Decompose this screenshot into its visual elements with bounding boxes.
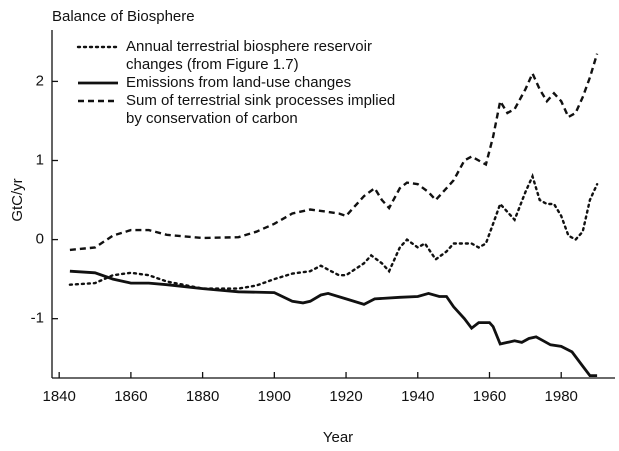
y-tick-label: -1 xyxy=(31,310,44,327)
legend-label: Emissions from land-use changes xyxy=(126,74,351,91)
x-tick-label: 1880 xyxy=(186,388,219,405)
legend-label: Annual terrestrial biosphere reservoir ch… xyxy=(126,38,372,73)
series-line xyxy=(69,53,599,252)
x-axis-label: Year xyxy=(323,429,353,446)
x-tick-label: 1840 xyxy=(42,388,75,405)
x-tick-label: 1940 xyxy=(401,388,434,405)
x-tick-label: 1920 xyxy=(329,388,362,405)
series-line xyxy=(69,269,598,377)
x-tick-label: 1980 xyxy=(545,388,578,405)
y-tick-label: 1 xyxy=(36,151,44,168)
x-tick-label: 1900 xyxy=(258,388,291,405)
legend-label: Sum of terrestrial sink processes implie… xyxy=(126,92,395,127)
chart-title: Balance of Biosphere xyxy=(52,8,195,25)
y-axis-label: GtC/yr xyxy=(9,178,26,221)
series-line xyxy=(68,172,599,290)
y-tick-label: 0 xyxy=(36,231,44,248)
y-tick-label: 2 xyxy=(36,72,44,89)
x-tick-label: 1960 xyxy=(473,388,506,405)
x-tick-label: 1860 xyxy=(114,388,147,405)
